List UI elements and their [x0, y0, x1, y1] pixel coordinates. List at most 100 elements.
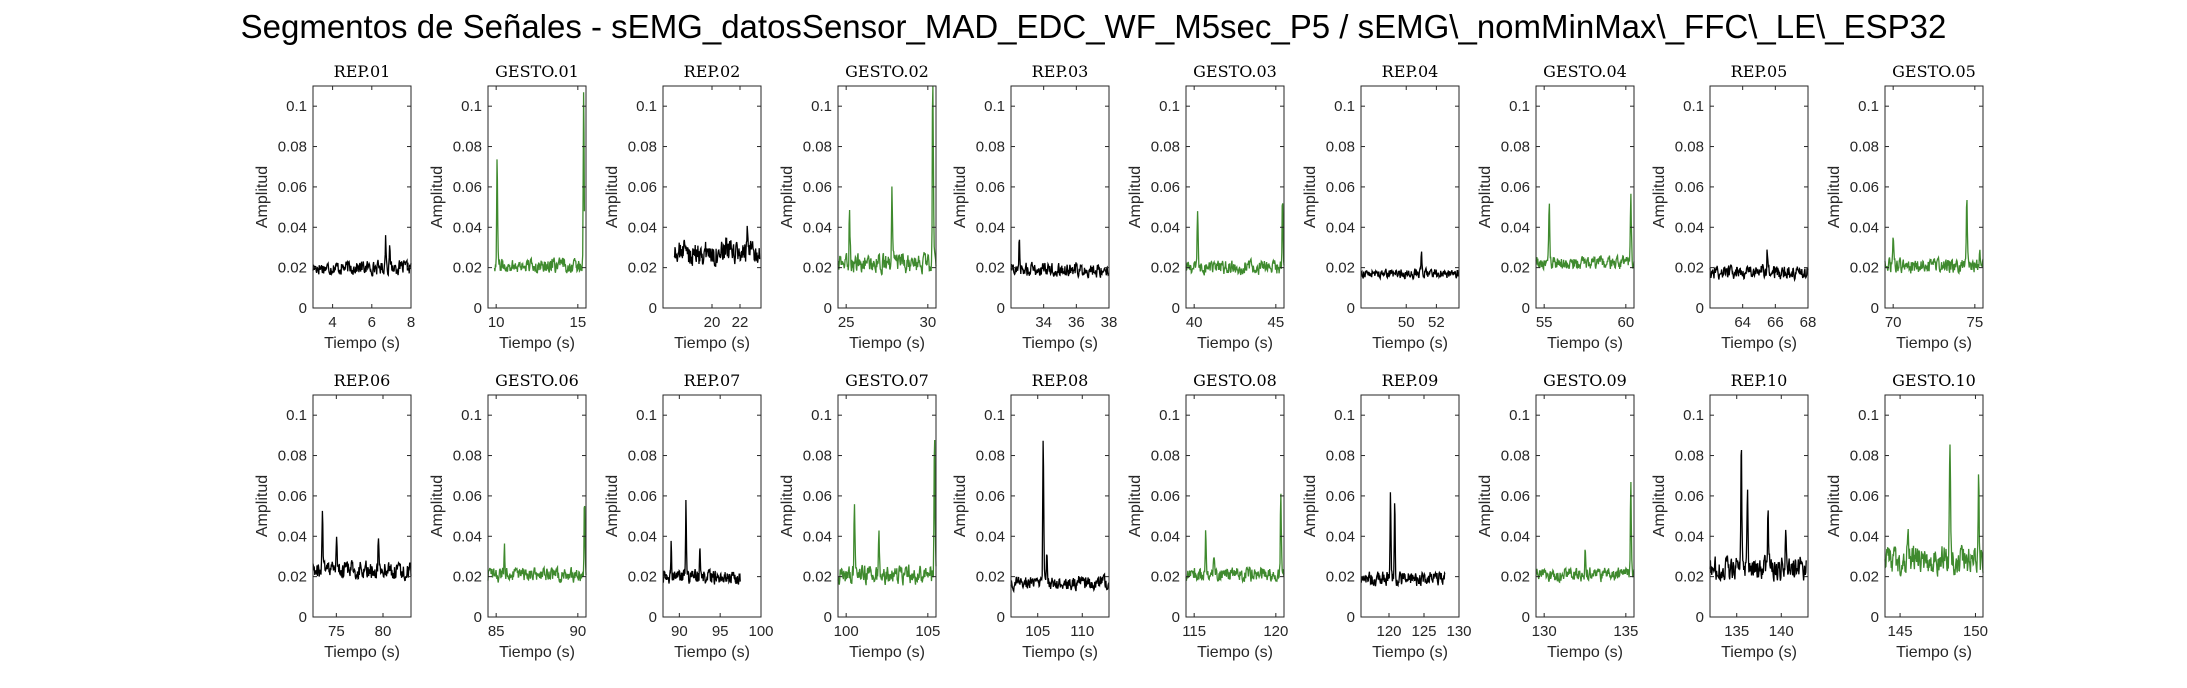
y-tick-label: 0 — [649, 609, 657, 626]
y-tick-label: 0.08 — [803, 448, 832, 465]
x-tick-label: 4 — [328, 314, 336, 331]
y-tick-label: 0.04 — [1501, 219, 1530, 236]
y-tick-label: 0 — [1347, 300, 1355, 317]
y-tick-label: 0.1 — [461, 98, 482, 115]
y-tick-label: 0.06 — [1326, 488, 1355, 505]
x-tick-label: 115 — [1182, 623, 1206, 640]
subplot-rep_07: 0 0.02 0.04 0.06 0.08 0.1 90 95 100 REP.07 Tiempo … — [604, 371, 774, 661]
subplot-gesto_10: 0 0.02 0.04 0.06 0.08 0.1 145 150 GESTO.10 Tiempo… — [1826, 371, 1988, 661]
signal-line — [487, 505, 587, 584]
subplot-title: REP.09 — [1382, 371, 1439, 390]
axes-box — [1709, 394, 1809, 618]
x-axis-label: Tiempo (s) — [1721, 644, 1797, 661]
x-tick-label: 100 — [834, 623, 859, 640]
x-tick-label: 25 — [838, 314, 855, 331]
y-axis-label: Amplitud — [1477, 166, 1494, 228]
x-tick-label: 22 — [732, 314, 749, 331]
y-tick-label: 0 — [649, 300, 657, 317]
y-tick-label: 0 — [299, 300, 307, 317]
y-tick-label: 0.02 — [1675, 569, 1704, 586]
x-axis-label: Tiempo (s) — [324, 644, 400, 661]
axes-box — [312, 85, 412, 309]
y-tick-label: 0.06 — [1501, 488, 1530, 505]
y-tick-label: 0.06 — [1151, 179, 1180, 196]
x-tick-label: 68 — [1800, 314, 1817, 331]
y-tick-label: 0.08 — [278, 139, 307, 156]
y-tick-label: 0.04 — [976, 219, 1005, 236]
y-tick-label: 0.08 — [1850, 139, 1879, 156]
y-tick-label: 0 — [1871, 300, 1879, 317]
x-tick-label: 85 — [488, 623, 505, 640]
y-tick-label: 0.08 — [976, 448, 1005, 465]
y-tick-label: 0.02 — [976, 260, 1005, 277]
y-tick-label: 0.06 — [1850, 488, 1879, 505]
y-tick-label: 0.1 — [811, 407, 832, 424]
x-axis-label: Tiempo (s) — [1547, 335, 1623, 352]
x-tick-label: 55 — [1536, 314, 1553, 331]
subplot-title: REP.06 — [334, 371, 391, 390]
signal-line — [662, 499, 741, 585]
y-tick-label: 0.06 — [1326, 179, 1355, 196]
subplot-rep_06: 0 0.02 0.04 0.06 0.08 0.1 75 80 REP.06 Tiempo (s)… — [254, 371, 412, 661]
y-tick-label: 0 — [474, 300, 482, 317]
subplot-rep_08: 0 0.02 0.04 0.06 0.08 0.1 105 110 REP.08 Tiempo (… — [952, 371, 1110, 661]
x-tick-label: 150 — [1963, 623, 1988, 640]
y-axis-label: Amplitud — [604, 166, 621, 228]
x-axis-label: Tiempo (s) — [1896, 644, 1972, 661]
axes-box — [1360, 85, 1460, 309]
axes-box — [1185, 394, 1285, 618]
x-tick-label: 125 — [1411, 623, 1436, 640]
y-axis-label: Amplitud — [429, 166, 446, 228]
x-tick-label: 130 — [1446, 623, 1471, 640]
subplot-title: GESTO.07 — [845, 371, 929, 390]
y-tick-label: 0.1 — [1858, 407, 1879, 424]
signal-line — [1709, 449, 1807, 583]
y-tick-label: 0.08 — [1850, 448, 1879, 465]
signal-line — [1185, 203, 1285, 276]
axes-box — [312, 394, 412, 618]
y-tick-label: 0.04 — [1326, 219, 1355, 236]
y-axis-label: Amplitud — [1826, 166, 1843, 228]
y-tick-label: 0.1 — [1159, 98, 1180, 115]
signal-line — [312, 235, 412, 278]
y-tick-label: 0 — [474, 609, 482, 626]
subplot-title: GESTO.06 — [495, 371, 579, 390]
subplot-title: GESTO.04 — [1543, 62, 1627, 81]
y-tick-label: 0.02 — [1326, 569, 1355, 586]
x-tick-label: 6 — [368, 314, 376, 331]
y-tick-label: 0 — [1522, 609, 1530, 626]
subplot-rep_03: 0 0.02 0.04 0.06 0.08 0.1 34 36 38 REP.03 Tiempo (… — [952, 62, 1117, 352]
signal-line — [1884, 199, 1984, 275]
subplot-title: REP.02 — [684, 62, 741, 81]
x-tick-label: 135 — [1613, 623, 1638, 640]
subplot-gesto_01: 0 0.02 0.04 0.06 0.08 0.1 10 15 GESTO.01 Tiempo (… — [429, 62, 587, 352]
axes-box — [1010, 85, 1110, 309]
y-tick-label: 0.04 — [976, 528, 1005, 545]
y-axis-label: Amplitud — [1302, 475, 1319, 537]
signal-line — [1709, 249, 1809, 283]
y-axis-label: Amplitud — [1477, 475, 1494, 537]
y-tick-label: 0.04 — [803, 219, 832, 236]
y-tick-label: 0 — [824, 300, 832, 317]
y-axis-label: Amplitud — [604, 475, 621, 537]
y-tick-label: 0.08 — [1675, 448, 1704, 465]
y-tick-label: 0.02 — [803, 569, 832, 586]
x-tick-label: 45 — [1267, 314, 1284, 331]
signal-line — [1535, 193, 1635, 272]
x-tick-label: 90 — [569, 623, 586, 640]
y-tick-label: 0.04 — [278, 528, 307, 545]
axes-box — [1010, 394, 1110, 618]
x-tick-label: 50 — [1398, 314, 1415, 331]
y-tick-label: 0.08 — [1326, 448, 1355, 465]
y-tick-label: 0 — [299, 609, 307, 626]
x-tick-label: 8 — [407, 314, 415, 331]
x-tick-label: 120 — [1263, 623, 1288, 640]
y-tick-label: 0.1 — [1683, 98, 1704, 115]
subplot-rep_01: 0 0.02 0.04 0.06 0.08 0.1 4 6 8 REP.01 Tiempo (s) A… — [254, 62, 415, 352]
y-axis-label: Amplitud — [1651, 166, 1668, 228]
y-tick-label: 0 — [1871, 609, 1879, 626]
y-tick-label: 0.02 — [1501, 569, 1530, 586]
y-tick-label: 0.06 — [1151, 488, 1180, 505]
x-tick-label: 75 — [328, 623, 345, 640]
x-tick-label: 30 — [919, 314, 936, 331]
